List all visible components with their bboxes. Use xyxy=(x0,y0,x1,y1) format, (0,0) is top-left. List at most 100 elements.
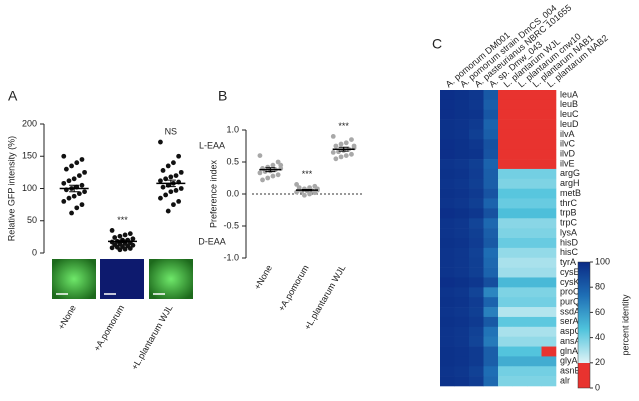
heatmap-cell xyxy=(483,326,499,337)
y-tick-label: 0.0 xyxy=(226,188,239,198)
heatmap-cell xyxy=(469,346,484,357)
data-point xyxy=(160,168,166,173)
heatmap-cell xyxy=(469,90,484,101)
heatmap-cell xyxy=(498,238,513,249)
heatmap-cell xyxy=(440,168,455,180)
heatmap-cell xyxy=(527,257,542,268)
heatmap-cell xyxy=(454,267,470,278)
heatmap-cell xyxy=(512,287,528,298)
heatmap-cell xyxy=(483,129,499,140)
heatmap-cell xyxy=(440,218,455,229)
heatmap-cell xyxy=(541,326,557,337)
heatmap-cell xyxy=(454,257,470,268)
heatmap-cell xyxy=(512,336,528,347)
row-label: tyrA xyxy=(560,257,576,267)
heatmap-cell xyxy=(454,218,470,229)
heatmap-cell xyxy=(498,129,513,140)
y-tick-label: 150 xyxy=(22,151,37,161)
heatmap-cell xyxy=(512,218,528,229)
heatmap-cell xyxy=(454,208,470,219)
significance-label: *** xyxy=(338,121,349,131)
error-bar xyxy=(165,179,176,188)
row-label: ilvD xyxy=(560,149,575,159)
data-point xyxy=(61,153,67,159)
heatmap-cell xyxy=(483,168,499,180)
heatmap-cell xyxy=(527,307,542,318)
heatmap-cell xyxy=(541,218,557,229)
data-point xyxy=(122,232,128,238)
heatmap-cell xyxy=(469,119,484,130)
heatmap-cell xyxy=(541,247,557,259)
heatmap-cell xyxy=(498,247,513,259)
heatmap-cell xyxy=(469,188,484,199)
heatmap-cell xyxy=(541,376,557,387)
heatmap-cell xyxy=(469,228,484,239)
heatmap-cell xyxy=(498,366,513,377)
heatmap-cell xyxy=(527,198,542,209)
heatmap-cell xyxy=(469,178,484,189)
heatmap-cell xyxy=(440,326,455,337)
data-point xyxy=(69,210,74,216)
heatmap-cell xyxy=(454,139,470,150)
heatmap-cell xyxy=(498,90,513,101)
x-tick-label: +None xyxy=(56,303,78,331)
heatmap-cell xyxy=(483,366,499,377)
heatmap-cell xyxy=(498,119,513,130)
heatmap-cell xyxy=(440,129,455,140)
heatmap-cell xyxy=(440,336,455,347)
heatmap-cell xyxy=(527,188,542,199)
heatmap-cell xyxy=(483,336,499,347)
heatmap-cell xyxy=(483,307,499,318)
y-tick-label: -1.0 xyxy=(223,252,239,262)
heatmap-cell xyxy=(440,159,455,170)
heatmap-cell xyxy=(469,297,484,308)
data-point xyxy=(270,162,276,168)
data-point xyxy=(127,246,133,251)
data-point xyxy=(160,184,166,190)
data-point xyxy=(158,178,163,184)
row-label: glnA xyxy=(560,346,578,356)
heatmap-cell xyxy=(469,267,484,278)
heatmap-cell xyxy=(498,376,513,387)
heatmap-cell xyxy=(498,198,513,209)
heatmap-cell xyxy=(498,316,513,328)
data-point xyxy=(270,173,276,179)
row-label: leuA xyxy=(560,89,578,99)
colorbar-tick-label: 40 xyxy=(595,332,605,342)
heatmap-cell xyxy=(512,178,528,189)
y-tick-label: 1.0 xyxy=(226,124,239,134)
heatmap-cell xyxy=(483,346,499,357)
data-point xyxy=(173,173,179,179)
data-point xyxy=(260,177,265,183)
row-label: trpB xyxy=(560,208,577,218)
heatmap-cell xyxy=(512,129,528,140)
heatmap-cell xyxy=(541,159,557,170)
heatmap-cell xyxy=(454,90,470,101)
data-point xyxy=(178,186,184,191)
heatmap-cell xyxy=(454,316,470,328)
heatmap-cell xyxy=(527,238,542,249)
heatmap-cell xyxy=(483,277,499,288)
heatmap-cell xyxy=(440,99,455,111)
heatmap-cell xyxy=(440,228,455,239)
data-point xyxy=(79,202,85,208)
heatmap-cell xyxy=(498,218,513,229)
row-label: ilvC xyxy=(560,139,575,149)
x-tick-label: +A.pomorum xyxy=(92,303,127,353)
heatmap-cell xyxy=(483,178,499,189)
data-point xyxy=(74,205,80,211)
heatmap-cell xyxy=(440,307,455,318)
heatmap-cell xyxy=(541,356,557,367)
colorbar-tick-label: 100 xyxy=(595,256,610,266)
heatmap-cell xyxy=(541,109,557,120)
data-point xyxy=(343,140,349,146)
heatmap-cell xyxy=(483,109,499,120)
error-bar xyxy=(117,239,128,244)
heatmap-cell xyxy=(440,277,455,288)
heatmap-cell xyxy=(454,119,470,130)
heatmap-cell xyxy=(541,99,557,111)
heatmap-cell xyxy=(483,247,499,259)
heatmap-cell xyxy=(483,198,499,209)
row-label: trpC xyxy=(560,218,578,228)
heatmap-cell xyxy=(527,277,542,288)
